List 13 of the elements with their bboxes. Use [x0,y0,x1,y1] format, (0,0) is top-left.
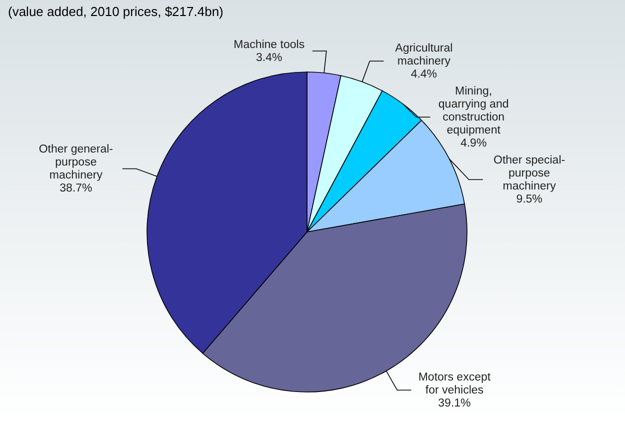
slice-label: Other general-purpose machinery [38,144,114,182]
data-label: 3.4% [256,52,282,64]
slice-label: Agricultural machinery [395,42,453,68]
data-label: 9.5% [516,194,542,206]
slice-label: Mining, quarrying and construction equipment [438,86,509,137]
data-label: 39.1% [438,398,471,410]
data-label: 4.9% [460,138,487,150]
slice-label: Other special-purpose machinery [494,154,566,193]
slice-label: Machine tools [234,39,305,52]
chart-title: (value added, 2010 prices, $217.4bn) [8,4,224,19]
data-label: 38.7% [60,182,92,195]
slice-label: Motors except for vehicles [418,372,492,397]
data-label: 4.4% [410,68,438,81]
